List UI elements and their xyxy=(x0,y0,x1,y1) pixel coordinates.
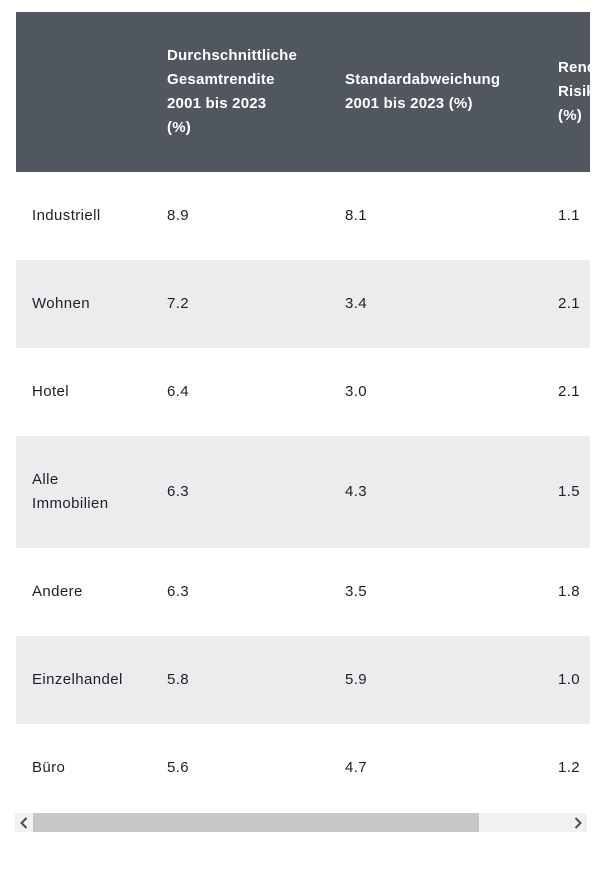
cell-std-deviation: 8.1 xyxy=(329,172,542,260)
cell-avg-return: 6.4 xyxy=(151,348,329,436)
header-cell-avg-total-return: Durchschnittliche Gesamtrendite 2001 bis… xyxy=(151,12,329,172)
cell-avg-return: 8.9 xyxy=(151,172,329,260)
header-cell-risk-return-ratio: Rendite- Risiko-Verhältnis (%) xyxy=(542,12,590,172)
row-label: Industriell xyxy=(16,172,151,260)
cell-std-deviation: 4.7 xyxy=(329,724,542,812)
cell-std-deviation: 3.5 xyxy=(329,548,542,636)
scrollbar-track[interactable] xyxy=(479,813,569,832)
horizontal-scrollbar[interactable] xyxy=(15,813,587,832)
cell-std-deviation: 5.9 xyxy=(329,636,542,724)
table-row: Alle Immobilien 6.3 4.3 1.5 xyxy=(16,436,590,548)
row-label: Wohnen xyxy=(16,260,151,348)
scrollbar-thumb[interactable] xyxy=(33,813,479,832)
chevron-right-icon xyxy=(574,816,582,829)
cell-risk-ratio: 1.5 xyxy=(542,436,590,548)
cell-avg-return: 5.8 xyxy=(151,636,329,724)
cell-avg-return: 7.2 xyxy=(151,260,329,348)
header-row: Durchschnittliche Gesamtrendite 2001 bis… xyxy=(16,12,590,172)
chevron-left-icon xyxy=(20,816,28,829)
table-row: Einzelhandel 5.8 5.9 1.0 xyxy=(16,636,590,724)
row-label: Alle Immobilien xyxy=(16,436,151,548)
cell-risk-ratio: 2.1 xyxy=(542,260,590,348)
header-cell-category xyxy=(16,12,151,172)
scroll-right-button[interactable] xyxy=(569,813,587,832)
returns-table: Durchschnittliche Gesamtrendite 2001 bis… xyxy=(16,12,590,812)
row-label: Einzelhandel xyxy=(16,636,151,724)
table-row: Industriell 8.9 8.1 1.1 xyxy=(16,172,590,260)
header-cell-std-deviation: Standardabweichung 2001 bis 2023 (%) xyxy=(329,12,542,172)
cell-avg-return: 5.6 xyxy=(151,724,329,812)
cell-risk-ratio: 1.0 xyxy=(542,636,590,724)
cell-std-deviation: 3.4 xyxy=(329,260,542,348)
row-label: Andere xyxy=(16,548,151,636)
row-label: Büro xyxy=(16,724,151,812)
cell-risk-ratio: 1.2 xyxy=(542,724,590,812)
table-row: Hotel 6.4 3.0 2.1 xyxy=(16,348,590,436)
cell-avg-return: 6.3 xyxy=(151,548,329,636)
cell-std-deviation: 4.3 xyxy=(329,436,542,548)
cell-std-deviation: 3.0 xyxy=(329,348,542,436)
row-label: Hotel xyxy=(16,348,151,436)
scroll-left-button[interactable] xyxy=(15,813,33,832)
cell-avg-return: 6.3 xyxy=(151,436,329,548)
cell-risk-ratio: 1.1 xyxy=(542,172,590,260)
table-row: Büro 5.6 4.7 1.2 xyxy=(16,724,590,812)
table-row: Wohnen 7.2 3.4 2.1 xyxy=(16,260,590,348)
table-scroll-region: Durchschnittliche Gesamtrendite 2001 bis… xyxy=(16,12,590,812)
table-row: Andere 6.3 3.5 1.8 xyxy=(16,548,590,636)
cell-risk-ratio: 1.8 xyxy=(542,548,590,636)
cell-risk-ratio: 2.1 xyxy=(542,348,590,436)
